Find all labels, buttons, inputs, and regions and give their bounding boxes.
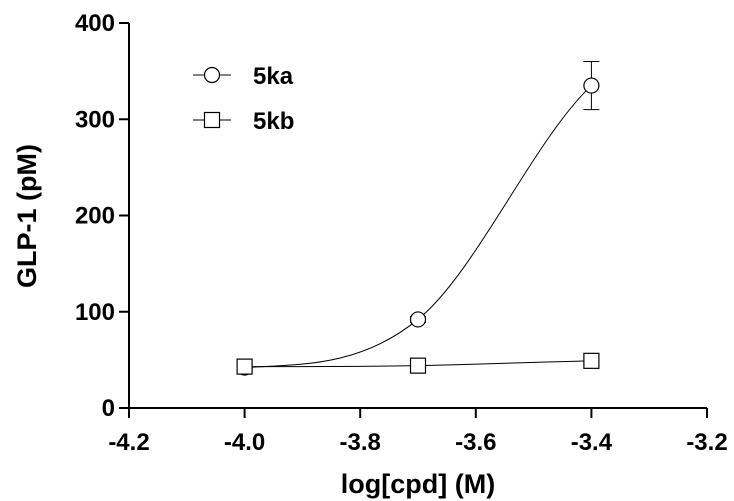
y-tick-label: 300 <box>75 106 115 133</box>
y-tick-label: 400 <box>75 10 115 37</box>
y-tick-label: 200 <box>75 203 115 230</box>
data-points <box>236 77 600 376</box>
x-tick-label: -4.0 <box>224 429 265 456</box>
y-tick-label: 0 <box>102 395 115 422</box>
data-point-5ka <box>409 311 427 328</box>
fit-curve-5ka <box>244 85 592 369</box>
legend-label-5kb: 5kb <box>253 108 294 135</box>
data-point-5ka <box>583 77 600 94</box>
legend: 5ka 5kb <box>193 63 294 135</box>
x-tick-label: -3.8 <box>340 429 381 456</box>
data-point-5kb <box>583 352 600 369</box>
y-axis-title: GLP-1 (pM) <box>12 144 42 288</box>
y-ticks: 0 100 200 300 400 <box>75 10 129 422</box>
x-ticks: -4.2 -4.0 -3.8 -3.6 -3.4 -3.2 <box>108 408 728 456</box>
x-axis-title: log[cpd] (M) <box>341 469 495 499</box>
x-tick-label: -3.4 <box>571 429 613 456</box>
legend-label-5ka: 5ka <box>253 63 294 90</box>
legend-marker-5kb <box>203 111 221 129</box>
x-tick-label: -3.6 <box>455 429 496 456</box>
legend-marker-5ka <box>203 66 221 84</box>
x-tick-label: -3.2 <box>686 429 727 456</box>
y-tick-label: 100 <box>75 299 115 326</box>
x-tick-label: -4.2 <box>108 429 149 456</box>
data-point-5kb <box>409 357 427 374</box>
data-point-5kb <box>236 358 253 375</box>
